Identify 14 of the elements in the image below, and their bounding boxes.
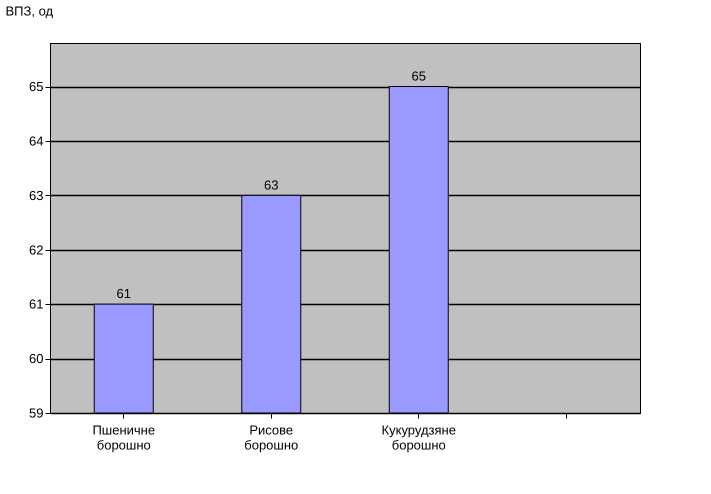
data-label: 63: [264, 177, 278, 192]
data-label: 65: [412, 68, 426, 84]
y-tick-label: 59: [29, 406, 44, 420]
x-tick-label: Рисове борошно: [244, 422, 298, 452]
y-tick-label: 65: [29, 79, 44, 94]
x-tick-label: Кукурудзяне борошно: [382, 422, 456, 452]
y-tick-label: 61: [29, 296, 44, 312]
y-tick-label: 64: [29, 133, 44, 148]
x-tick-label: Пшеничне борошно: [92, 422, 156, 452]
y-tick-label: 62: [29, 242, 44, 258]
data-label: 61: [116, 286, 131, 302]
y-tick-label: 63: [29, 188, 44, 203]
y-tick-label: 60: [29, 351, 44, 366]
y-axis-title: ВПЗ, од: [6, 4, 54, 18]
